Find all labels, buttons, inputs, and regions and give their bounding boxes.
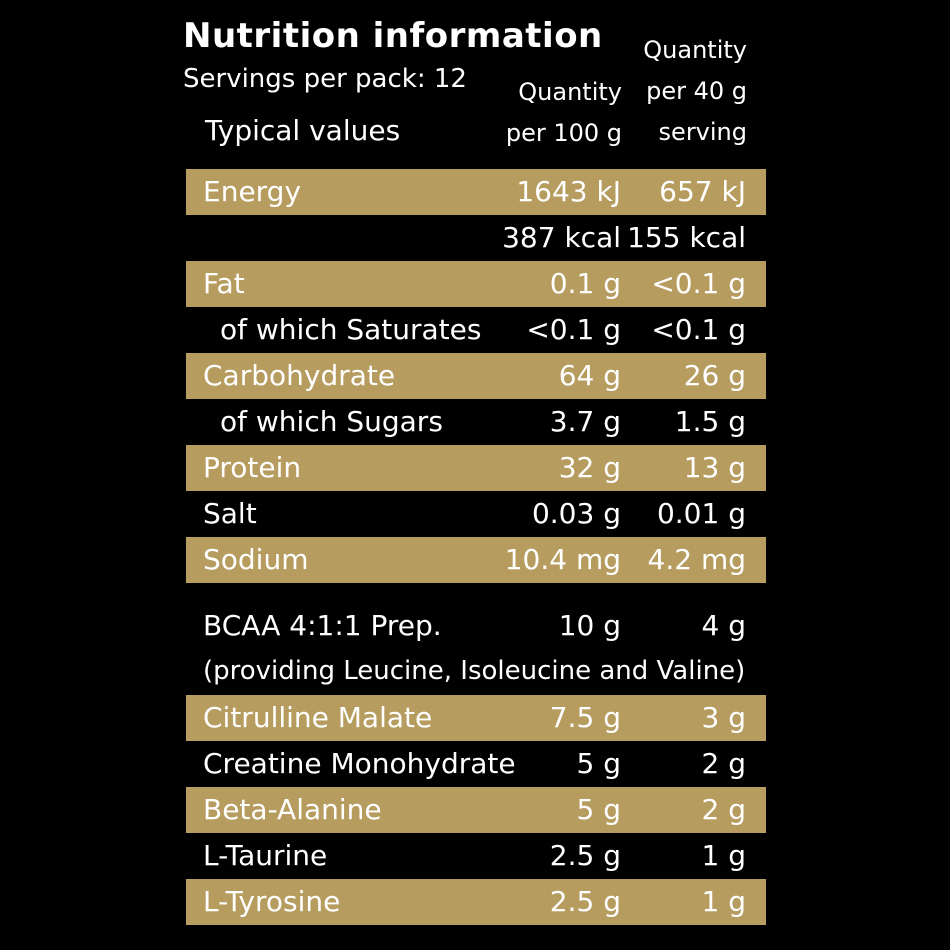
value-per-serving: 1 g xyxy=(701,885,747,918)
value-per-serving: <0.1 g xyxy=(651,267,746,300)
row-label: L-Taurine xyxy=(203,839,328,872)
table-row-protein: Protein 32 g 13 g xyxy=(186,445,766,491)
value-per-100g: 7.5 g xyxy=(549,701,621,734)
table-row-fat: Fat 0.1 g <0.1 g xyxy=(186,261,766,307)
typical-values-label: Typical values xyxy=(205,114,401,147)
row-label: L-Tyrosine xyxy=(203,885,341,918)
value-per-100g: 387 kcal xyxy=(502,221,621,254)
value-per-serving: 13 g xyxy=(683,451,746,484)
table-row-salt: Salt 0.03 g 0.01 g xyxy=(186,491,766,537)
value-per-serving: 1 g xyxy=(701,839,747,872)
value-per-100g: 64 g xyxy=(558,359,621,392)
value-per-serving: 4 g xyxy=(701,609,747,642)
value-per-serving: 2 g xyxy=(701,747,747,780)
row-label: of which Saturates xyxy=(220,313,482,346)
value-per-serving: 657 kJ xyxy=(659,175,746,208)
row-label: Citrulline Malate xyxy=(203,701,433,734)
page-title: Nutrition information xyxy=(183,16,603,56)
value-per-100g: 5 g xyxy=(576,793,622,826)
column-header-line: Quantity xyxy=(643,36,747,64)
column-header-line: Quantity xyxy=(518,78,622,106)
row-label: Carbohydrate xyxy=(203,359,396,392)
value-per-100g: 0.1 g xyxy=(549,267,621,300)
value-per-100g: <0.1 g xyxy=(526,313,621,346)
table-row-energy-kj: Energy 1643 kJ 657 kJ xyxy=(186,169,766,215)
row-label: Sodium xyxy=(203,543,309,576)
table-row-beta-alanine: Beta-Alanine 5 g 2 g xyxy=(186,787,766,833)
table-row-energy-kcal: 387 kcal 155 kcal xyxy=(186,215,766,261)
value-per-100g: 2.5 g xyxy=(549,885,621,918)
row-label: of which Sugars xyxy=(220,405,443,438)
table-row-sugars: of which Sugars 3.7 g 1.5 g xyxy=(186,399,766,445)
row-label: Protein xyxy=(203,451,302,484)
table-row-creatine-monohydrate: Creatine Monohydrate 5 g 2 g xyxy=(186,741,766,787)
value-per-serving: 1.5 g xyxy=(674,405,746,438)
column-header-per-serving: Quantity per 40 g serving xyxy=(643,30,747,153)
row-label: BCAA 4:1:1 Prep. xyxy=(203,609,442,642)
value-per-100g: 10 g xyxy=(558,609,621,642)
row-label: Fat xyxy=(203,267,245,300)
column-header-line: per 40 g xyxy=(646,77,747,105)
table-row-sodium: Sodium 10.4 mg 4.2 mg xyxy=(186,537,766,583)
column-header-line: serving xyxy=(658,118,747,146)
table-row-l-taurine: L-Taurine 2.5 g 1 g xyxy=(186,833,766,879)
table-row-l-tyrosine: L-Tyrosine 2.5 g 1 g xyxy=(186,879,766,925)
value-per-100g: 3.7 g xyxy=(549,405,621,438)
bcaa-note: (providing Leucine, Isoleucine and Valin… xyxy=(203,656,746,686)
value-per-100g: 2.5 g xyxy=(549,839,621,872)
table-row-saturates: of which Saturates <0.1 g <0.1 g xyxy=(186,307,766,353)
row-label: Energy xyxy=(203,175,302,208)
table-row-bcaa: BCAA 4:1:1 Prep. 10 g 4 g xyxy=(186,603,766,649)
row-label: Creatine Monohydrate xyxy=(203,747,516,780)
value-per-serving: 2 g xyxy=(701,793,747,826)
column-header-per-100g: Quantity per 100 g xyxy=(506,72,622,154)
value-per-100g: 10.4 mg xyxy=(504,543,621,576)
value-per-100g: 32 g xyxy=(558,451,621,484)
value-per-serving: 26 g xyxy=(683,359,746,392)
table-row-carbohydrate: Carbohydrate 64 g 26 g xyxy=(186,353,766,399)
value-per-serving: 0.01 g xyxy=(656,497,746,530)
value-per-100g: 5 g xyxy=(576,747,622,780)
row-label: Salt xyxy=(203,497,257,530)
value-per-serving: <0.1 g xyxy=(651,313,746,346)
servings-per-pack: Servings per pack: 12 xyxy=(183,64,467,94)
row-label: Beta-Alanine xyxy=(203,793,382,826)
value-per-serving: 155 kcal xyxy=(627,221,746,254)
value-per-serving: 4.2 mg xyxy=(647,543,746,576)
column-header-line: per 100 g xyxy=(505,119,622,147)
value-per-serving: 3 g xyxy=(701,701,747,734)
value-per-100g: 1643 kJ xyxy=(516,175,621,208)
value-per-100g: 0.03 g xyxy=(531,497,621,530)
table-row-citrulline-malate: Citrulline Malate 7.5 g 3 g xyxy=(186,695,766,741)
